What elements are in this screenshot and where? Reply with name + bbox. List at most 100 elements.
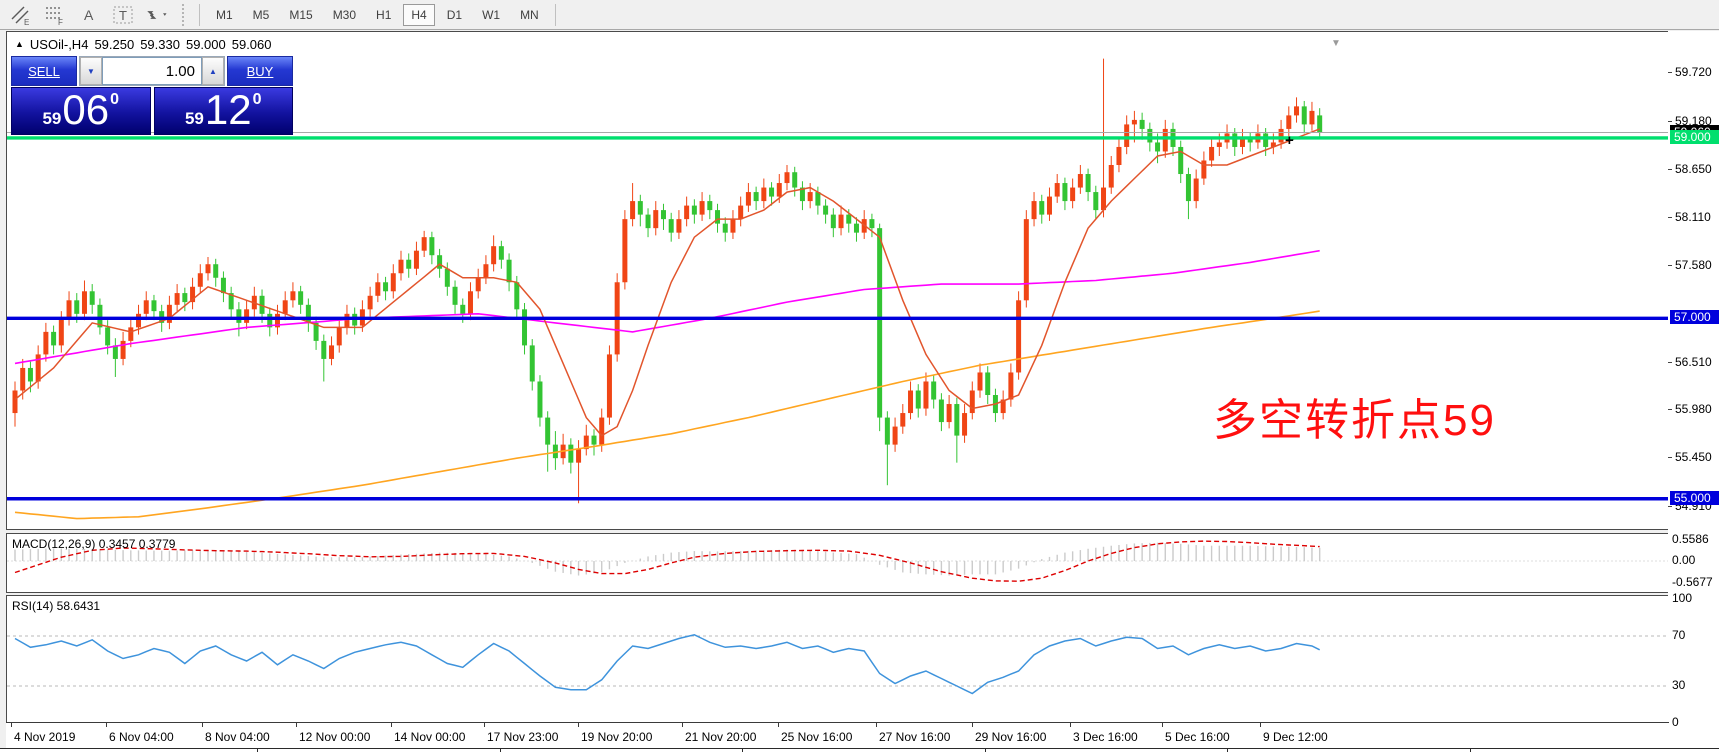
price-scale-box-57.000: 57.000 bbox=[1670, 310, 1719, 325]
timeframe-button-w1[interactable]: W1 bbox=[482, 7, 501, 22]
macd-scale-label: -0.5677 bbox=[1672, 574, 1713, 589]
timeframe-toolbar: M1 M5 M15 M30 H1 H4 D1 W1 MN bbox=[206, 3, 549, 26]
date-axis-label: 27 Nov 16:00 bbox=[879, 730, 951, 744]
price-scale-label: 59.180 bbox=[1675, 113, 1712, 128]
rsi-scale-label: 70 bbox=[1672, 628, 1686, 642]
collapse-triangle-icon[interactable]: ▲ bbox=[15, 39, 24, 49]
price-scale-label: 55.980 bbox=[1675, 402, 1712, 417]
sell-price-pips: 06 bbox=[62, 86, 110, 133]
date-axis-tick bbox=[1260, 723, 1261, 727]
date-axis-label: 3 Dec 16:00 bbox=[1073, 730, 1138, 744]
macd-signal-line bbox=[14, 540, 1320, 582]
date-axis-tick bbox=[484, 723, 485, 727]
svg-text:A: A bbox=[84, 7, 94, 23]
price-scale-label: 55.450 bbox=[1675, 450, 1712, 465]
price-scale-tick bbox=[1668, 120, 1672, 122]
timeframe-button-d1[interactable]: D1 bbox=[446, 7, 463, 22]
toolbar-separator bbox=[554, 3, 556, 26]
macd-scale-label: 0.5586 bbox=[1672, 531, 1709, 546]
price-scale-tick bbox=[1668, 168, 1672, 170]
price-scale-label: 56.510 bbox=[1675, 354, 1712, 369]
toolbar-separator bbox=[199, 3, 200, 26]
date-axis-tick bbox=[1070, 723, 1071, 727]
ohlc-close: 59.060 bbox=[231, 37, 272, 52]
price-scale[interactable]: 59.720 59.180 58.650 58.110 57.580 56.510 55.9… bbox=[1668, 31, 1719, 748]
price-scale-label: 57.580 bbox=[1675, 258, 1712, 273]
date-axis-label: 25 Nov 16:00 bbox=[781, 730, 853, 744]
buy-price-point: 0 bbox=[252, 91, 262, 108]
buy-price-handle: 59 bbox=[184, 109, 204, 128]
chart-symbol-label: USOil-,H4 bbox=[29, 37, 89, 52]
date-axis-tick bbox=[202, 723, 203, 727]
fibonacci-retracement-icon[interactable]: F bbox=[42, 3, 68, 27]
arrows-icon[interactable] bbox=[144, 3, 170, 27]
date-axis-label: 17 Nov 23:00 bbox=[487, 730, 559, 744]
sell-price-handle: 59 bbox=[42, 109, 62, 128]
timeframe-button-m5[interactable]: M5 bbox=[252, 7, 270, 22]
date-axis-label: 8 Nov 04:00 bbox=[205, 730, 270, 744]
price-scale-box-59.000: 59.000 bbox=[1670, 129, 1719, 144]
rsi-scale-label: 30 bbox=[1672, 678, 1686, 692]
price-scale-tick bbox=[1668, 361, 1672, 363]
text-label-icon[interactable]: A bbox=[76, 3, 102, 27]
date-axis-label: 12 Nov 00:00 bbox=[299, 730, 371, 744]
price-scale-tick bbox=[1668, 505, 1672, 507]
volume-decrease-button[interactable]: ▼ bbox=[80, 57, 102, 85]
macd-indicator-panel[interactable]: MACD(12,26,9) 0.3457 0.3779 bbox=[6, 533, 1669, 593]
equidistant-channel-icon[interactable]: E bbox=[8, 3, 34, 27]
date-axis-label: 29 Nov 16:00 bbox=[975, 730, 1047, 744]
svg-text:T: T bbox=[119, 8, 127, 23]
price-scale-box-55.000: 55.000 bbox=[1670, 490, 1719, 505]
date-axis-tick bbox=[972, 723, 973, 727]
rsi-scale-label: 100 bbox=[1672, 590, 1693, 605]
ma-fast-line bbox=[14, 128, 1320, 437]
price-scale-tick bbox=[1668, 265, 1672, 267]
rsi-indicator-panel[interactable]: RSI(14) 58.6431 bbox=[6, 595, 1669, 723]
buy-price-pips: 12 bbox=[204, 86, 252, 133]
buy-button[interactable]: BUY bbox=[227, 56, 293, 86]
date-axis-tick bbox=[11, 723, 12, 727]
ohlc-low: 59.000 bbox=[185, 37, 226, 52]
date-axis-tick bbox=[578, 723, 579, 727]
volume-increase-button[interactable]: ▲ bbox=[202, 57, 224, 85]
chart-shift-marker-icon[interactable]: ▼ bbox=[1331, 38, 1341, 49]
volume-input[interactable] bbox=[102, 57, 202, 85]
ohlc-open: 59.250 bbox=[94, 37, 135, 52]
price-scale-tick bbox=[1668, 409, 1672, 411]
timeframe-button-m1[interactable]: M1 bbox=[216, 7, 233, 22]
sell-price-display[interactable]: 59 06 0 bbox=[11, 87, 151, 135]
sell-button[interactable]: SELL bbox=[11, 56, 77, 86]
date-axis[interactable]: 4 Nov 2019 6 Nov 04:00 8 Nov 04:00 12 Nov 0… bbox=[6, 722, 1669, 748]
date-axis-label: 4 Nov 2019 bbox=[14, 730, 76, 744]
price-scale-tick bbox=[1668, 457, 1672, 459]
macd-histogram-group bbox=[14, 542, 1321, 576]
price-scale-label: 59.720 bbox=[1675, 65, 1712, 79]
text-icon[interactable]: T bbox=[110, 3, 136, 27]
price-scale-label: 58.650 bbox=[1675, 161, 1712, 176]
sell-price-point: 0 bbox=[110, 91, 120, 108]
ma-slow-line bbox=[14, 310, 1320, 520]
timeframe-button-mn[interactable]: MN bbox=[520, 7, 539, 22]
macd-label: MACD(12,26,9) 0.3457 0.3779 bbox=[12, 537, 176, 551]
bottom-window-edge bbox=[0, 748, 1719, 752]
price-scale-tick bbox=[1668, 72, 1672, 73]
date-axis-label: 21 Nov 20:00 bbox=[685, 730, 757, 744]
date-axis-tick bbox=[296, 723, 297, 727]
price-chart-panel[interactable]: ▲ USOil-,H4 59.250 59.330 59.000 59.060 … bbox=[6, 31, 1669, 530]
toolbar-drag-handle[interactable] bbox=[182, 3, 189, 26]
buy-price-display[interactable]: 59 12 0 bbox=[153, 86, 293, 135]
cross-marker-icon: + bbox=[1285, 132, 1294, 149]
svg-text:F: F bbox=[58, 18, 63, 26]
chart-header: ▲ USOil-,H4 59.250 59.330 59.000 59.060 bbox=[15, 37, 272, 52]
timeframe-button-h4[interactable]: H4 bbox=[403, 3, 435, 26]
timeframe-button-m30[interactable]: M30 bbox=[332, 7, 357, 22]
chevron-up-icon: ▲ bbox=[209, 66, 217, 76]
ma-mid-line bbox=[14, 249, 1320, 365]
candlestick-chart-canvas[interactable] bbox=[7, 32, 1668, 529]
timeframe-button-h1[interactable]: H1 bbox=[376, 7, 392, 22]
one-click-trading-widget: SELL ▼ ▲ BUY 59 06 0 59 12 0 bbox=[11, 56, 293, 135]
date-axis-label: 6 Nov 04:00 bbox=[109, 730, 174, 744]
rsi-label: RSI(14) 58.6431 bbox=[12, 599, 101, 613]
chart-annotation-text[interactable]: 多空转折点59 bbox=[1213, 396, 1496, 445]
timeframe-button-m15[interactable]: M15 bbox=[289, 7, 313, 22]
